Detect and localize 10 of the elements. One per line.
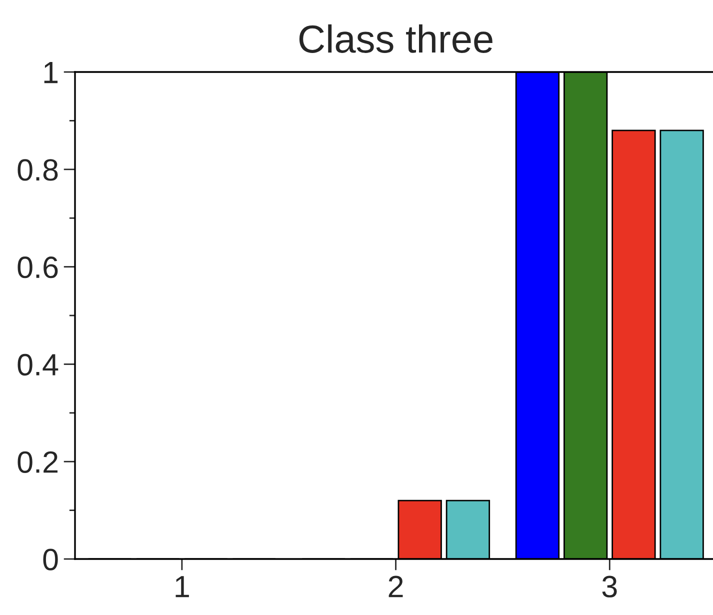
y-tick-label: 1 [44, 62, 58, 84]
y-tick-label: 0.4 [18, 354, 58, 376]
y-tick-label: 0.2 [18, 451, 58, 473]
y-tick-label: 0 [43, 548, 58, 570]
chart-title: Class three [299, 24, 492, 53]
y-tick-label: 0.6 [18, 256, 58, 278]
x-tick-label: 2 [388, 576, 403, 598]
y-tick-label: 0.8 [18, 159, 58, 181]
x-tick-label: 3 [602, 576, 617, 598]
x-tick-label: 1 [176, 576, 189, 598]
